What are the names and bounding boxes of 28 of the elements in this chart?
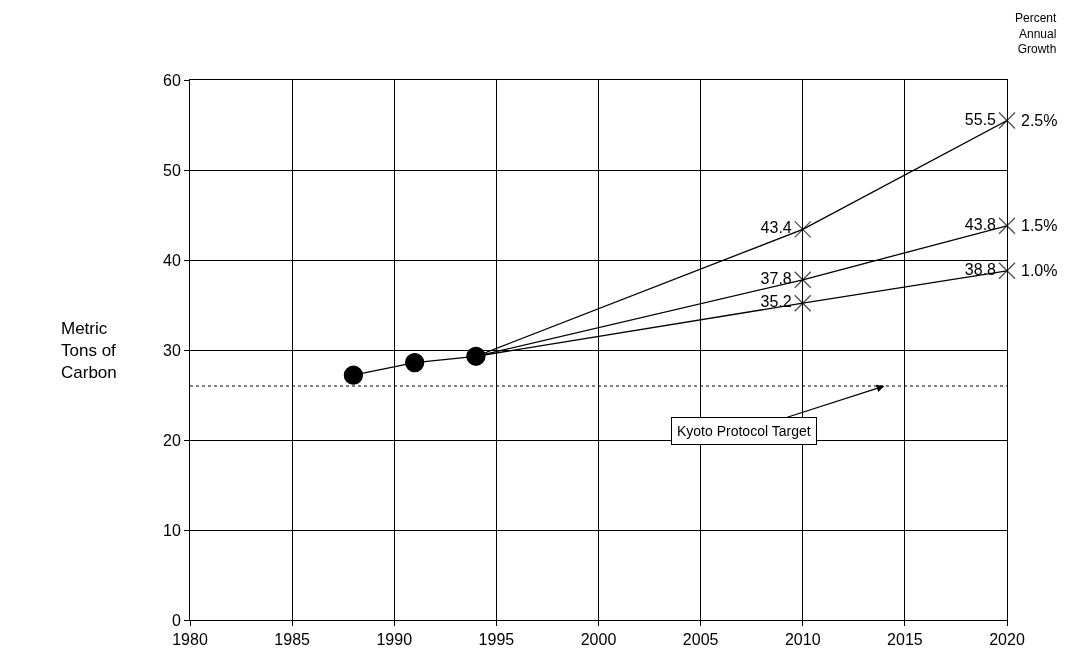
x-tick-label: 2015 bbox=[887, 631, 923, 649]
data-label: 43.8 bbox=[964, 215, 997, 233]
x-tick-label: 2020 bbox=[989, 631, 1025, 649]
y-axis-title: Metric Tons of Carbon bbox=[61, 319, 117, 383]
y-tick-label: 10 bbox=[163, 521, 181, 539]
series-label: 1.0% bbox=[1021, 262, 1058, 279]
y-tick-label: 30 bbox=[163, 341, 181, 359]
x-tick-label: 2010 bbox=[784, 631, 821, 649]
annotation: Kyoto Protocol Target bbox=[677, 423, 811, 439]
series-label: 1.5% bbox=[1021, 217, 1058, 234]
series-label: 2.5% bbox=[1021, 112, 1058, 129]
x-tick-label: 2000 bbox=[580, 631, 617, 649]
y-tick-label: 0 bbox=[171, 611, 181, 629]
x-tick-label: 1995 bbox=[478, 631, 515, 649]
data-label: 55.5 bbox=[964, 110, 997, 128]
y-tick-label: 60 bbox=[163, 71, 181, 89]
legend-title: Percent Annual Growth bbox=[1015, 11, 1058, 57]
y-tick-label: 40 bbox=[163, 251, 181, 269]
data-label: 37.8 bbox=[760, 269, 792, 287]
data-label: 43.4 bbox=[760, 219, 792, 237]
x-tick-label: 2005 bbox=[682, 631, 719, 649]
data-label: 35.2 bbox=[760, 293, 792, 311]
x-tick-label: 1985 bbox=[274, 631, 311, 649]
x-tick-label: 1980 bbox=[172, 631, 208, 649]
y-tick-label: 50 bbox=[163, 161, 181, 179]
x-tick-label: 1990 bbox=[376, 631, 413, 649]
data-label: 38.8 bbox=[964, 260, 997, 278]
y-tick-label: 20 bbox=[163, 431, 181, 449]
